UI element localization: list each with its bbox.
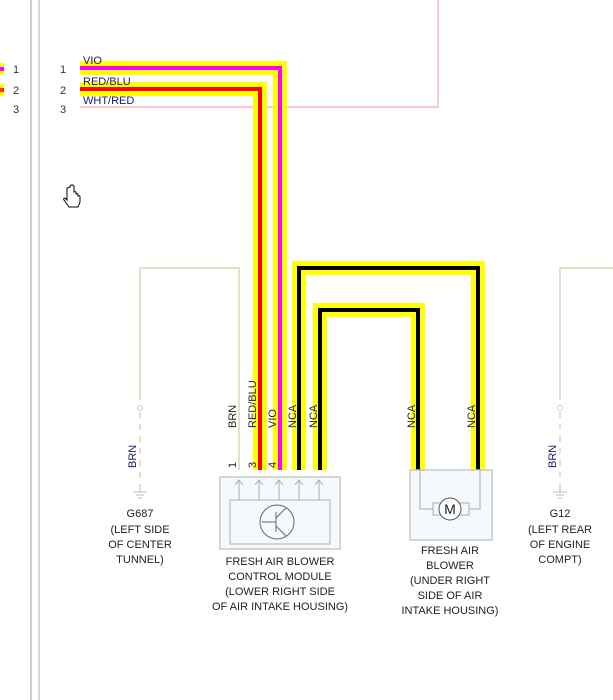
wire-red-blu[interactable] xyxy=(80,87,262,470)
wire-brn-g12[interactable] xyxy=(559,267,613,400)
splice-point xyxy=(137,405,143,411)
svg-text:(UNDER RIGHT: (UNDER RIGHT xyxy=(410,575,490,587)
transistor-icon xyxy=(259,504,295,540)
blower-caption: FRESH AIR BLOWER (UNDER RIGHT SIDE OF AI… xyxy=(402,545,499,617)
fresh-air-blower[interactable]: M xyxy=(409,469,493,541)
label-nca: NCA xyxy=(466,404,478,428)
wire-label-wht-red: WHT/RED xyxy=(83,95,134,107)
label-brn-g12: BRN xyxy=(547,445,559,468)
svg-text:INTAKE HOUSING): INTAKE HOUSING) xyxy=(402,605,499,617)
connector-pin-1: 1 xyxy=(60,64,66,76)
module-pin-1: 1 xyxy=(227,462,239,468)
svg-text:(LEFT REAR: (LEFT REAR xyxy=(528,524,592,536)
svg-text:BLOWER: BLOWER xyxy=(426,560,474,572)
module-caption: FRESH AIR BLOWER CONTROL MODULE (LOWER R… xyxy=(212,556,348,613)
label-red-blu: RED/BLU xyxy=(247,380,259,428)
svg-text:G687: G687 xyxy=(127,508,154,520)
left-pin-1: 1 xyxy=(13,64,19,76)
svg-text:OF ENGINE: OF ENGINE xyxy=(530,539,591,551)
label-nca: NCA xyxy=(308,404,320,428)
left-wire-stub xyxy=(0,88,4,92)
wire-nca-inner[interactable] xyxy=(318,308,420,470)
svg-text:OF CENTER: OF CENTER xyxy=(108,539,172,551)
ground-icon xyxy=(553,484,567,499)
svg-text:(LEFT SIDE: (LEFT SIDE xyxy=(110,524,169,536)
wire-nca-outer[interactable] xyxy=(297,266,480,470)
svg-text:FRESH AIR: FRESH AIR xyxy=(421,545,479,557)
label-nca: NCA xyxy=(287,404,299,428)
module-pin-3: 3 xyxy=(247,462,259,468)
wire-wht-red[interactable] xyxy=(80,0,439,108)
label-nca: NCA xyxy=(406,404,418,428)
svg-text:(LOWER RIGHT SIDE: (LOWER RIGHT SIDE xyxy=(225,586,335,598)
connector-pin-3: 3 xyxy=(60,104,66,116)
svg-text:TUNNEL): TUNNEL) xyxy=(116,554,164,566)
module-pin-4: 4 xyxy=(267,462,279,468)
hand-cursor-icon xyxy=(63,184,81,208)
svg-text:COMPT): COMPT) xyxy=(538,554,581,566)
left-wire-stub xyxy=(0,67,4,71)
ground-icon xyxy=(133,484,147,499)
left-pin-2: 2 xyxy=(13,85,19,97)
wire-label-vio: VIO xyxy=(83,55,102,67)
wire-brn-g687[interactable] xyxy=(139,267,240,470)
svg-text:OF AIR INTAKE HOUSING): OF AIR INTAKE HOUSING) xyxy=(212,601,348,613)
connector-pin-2: 2 xyxy=(60,85,66,97)
blower-control-module[interactable] xyxy=(219,476,341,550)
label-vio: VIO xyxy=(267,409,279,428)
svg-text:CONTROL MODULE: CONTROL MODULE xyxy=(228,571,332,583)
left-pin-3: 3 xyxy=(13,104,19,116)
splice-point xyxy=(557,405,563,411)
g687-caption: G687 (LEFT SIDE OF CENTER TUNNEL) xyxy=(108,508,172,566)
motor-icon: M xyxy=(444,501,456,517)
wire-vio[interactable] xyxy=(80,66,282,470)
svg-text:G12: G12 xyxy=(550,508,571,520)
label-brn: BRN xyxy=(227,405,239,428)
wire-nca-inner-highlight xyxy=(313,303,425,470)
wire-label-red-blu: RED/BLU xyxy=(83,76,131,88)
svg-text:FRESH AIR BLOWER: FRESH AIR BLOWER xyxy=(226,556,335,568)
label-brn-g687: BRN xyxy=(127,445,139,468)
g12-caption: G12 (LEFT REAR OF ENGINE COMPT) xyxy=(528,508,592,566)
svg-text:SIDE OF AIR: SIDE OF AIR xyxy=(418,590,483,602)
